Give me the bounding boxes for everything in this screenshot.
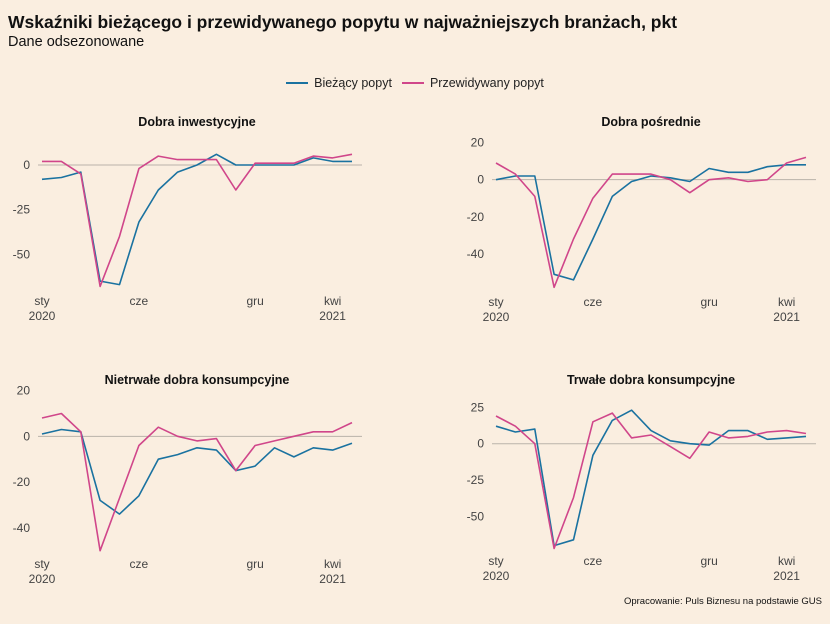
x-tick-label: sty <box>488 554 503 568</box>
x-tick-label: sty <box>34 294 49 308</box>
x-tick-year: 2021 <box>773 310 800 324</box>
panel-title: Nietrwałe dobra konsumpcyjne <box>105 373 290 387</box>
panel-4: Trwałe dobra konsumpcyjne250-25-50sty202… <box>467 373 816 583</box>
source-note: Opracowanie: Puls Biznesu na podstawie G… <box>623 596 822 607</box>
x-tick-year: 2020 <box>483 569 510 583</box>
panel-title: Dobra inwestycyjne <box>138 115 255 129</box>
legend-item-current: Bieżący popyt <box>286 76 392 90</box>
x-tick-label: cze <box>130 294 149 308</box>
x-tick-label: sty <box>488 295 503 309</box>
y-tick-label: 20 <box>471 136 485 150</box>
panel-title: Dobra pośrednie <box>601 115 700 129</box>
x-tick-label: kwi <box>324 557 341 571</box>
x-tick-label: cze <box>584 295 603 309</box>
y-tick-label: 20 <box>17 384 31 398</box>
y-tick-label: 0 <box>23 158 30 172</box>
x-tick-label: cze <box>584 554 603 568</box>
y-tick-label: -50 <box>13 247 31 261</box>
y-tick-label: 0 <box>23 429 30 443</box>
legend-swatch-current <box>286 82 309 84</box>
legend-label-expected: Przewidywany popyt <box>429 76 544 90</box>
x-tick-year: 2021 <box>319 572 346 586</box>
legend-label-current: Bieżący popyt <box>314 76 392 90</box>
legend-swatch-expected <box>401 82 424 84</box>
x-tick-label: gru <box>246 294 263 308</box>
series-line-expected <box>42 153 353 288</box>
x-tick-year: 2020 <box>483 310 510 324</box>
x-tick-label: kwi <box>324 294 341 308</box>
legend: Bieżący popyt Przewidywany popyt <box>0 76 830 90</box>
y-tick-label: -20 <box>467 210 485 224</box>
y-tick-label: 0 <box>477 437 484 451</box>
panel-3: Nietrwałe dobra konsumpcyjne 20 0 -20 -40 sty… <box>13 373 362 586</box>
series-line-current <box>495 409 807 547</box>
x-tick-label: gru <box>246 557 263 571</box>
y-tick-label: -40 <box>467 247 485 261</box>
x-tick-year: 2020 <box>29 309 56 323</box>
x-tick-year: 2021 <box>773 569 800 583</box>
series-line-current <box>41 428 353 515</box>
x-tick-year: 2020 <box>29 572 56 586</box>
y-tick-label: -50 <box>467 510 485 524</box>
y-tick-label: -20 <box>13 475 31 489</box>
x-tick-label: kwi <box>778 295 795 309</box>
series-line-expected <box>41 412 353 552</box>
x-tick-label: sty <box>34 557 49 571</box>
x-tick-label: gru <box>700 295 717 309</box>
chart-title: Wskaźniki bieżącego i przewidywanego pop… <box>8 12 678 32</box>
y-tick-label: 25 <box>471 400 485 414</box>
x-tick-label: gru <box>700 554 717 568</box>
series-line-current <box>495 164 806 281</box>
y-tick-label: -25 <box>13 203 31 217</box>
x-tick-label: cze <box>130 557 149 571</box>
chart-subtitle: Dane odsezonowane <box>8 34 145 50</box>
x-tick-year: 2021 <box>319 309 346 323</box>
series-line-expected <box>495 412 807 550</box>
y-tick-label: -40 <box>13 521 31 535</box>
series-line-expected <box>495 156 807 289</box>
legend-item-expected: Przewidywany popyt <box>401 76 544 90</box>
y-tick-label: 0 <box>477 173 484 187</box>
panel-title: Trwałe dobra konsumpcyjne <box>567 373 735 387</box>
x-tick-label: kwi <box>778 554 795 568</box>
y-tick-label: -25 <box>467 473 485 487</box>
